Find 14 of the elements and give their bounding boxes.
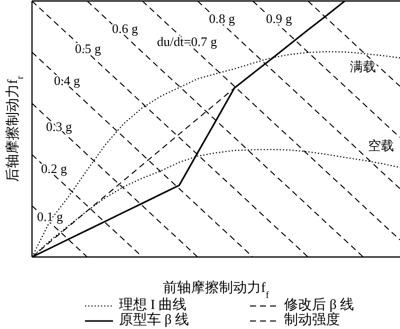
annotation: 0.6 g <box>112 20 138 36</box>
annotation: 0.1 g <box>37 208 64 224</box>
annotation: 0.2 g <box>41 160 68 176</box>
annotation: 满载 <box>350 58 376 74</box>
annotation: 空载 <box>368 138 394 153</box>
legend-label: 修改后 β 线 <box>284 297 354 314</box>
annotation: 0.8 g <box>209 10 236 26</box>
legend-label: 原型车 β 线 <box>119 312 190 328</box>
annotation: du/dt=0.7 g <box>156 34 218 49</box>
annotation: 0.9 g <box>266 10 292 26</box>
annotation: 0.5 g <box>75 40 102 56</box>
annotation: 0.3 g <box>46 118 72 134</box>
annotation: 0.4 g <box>54 72 80 88</box>
legend-label: 制动强度 <box>284 312 340 328</box>
